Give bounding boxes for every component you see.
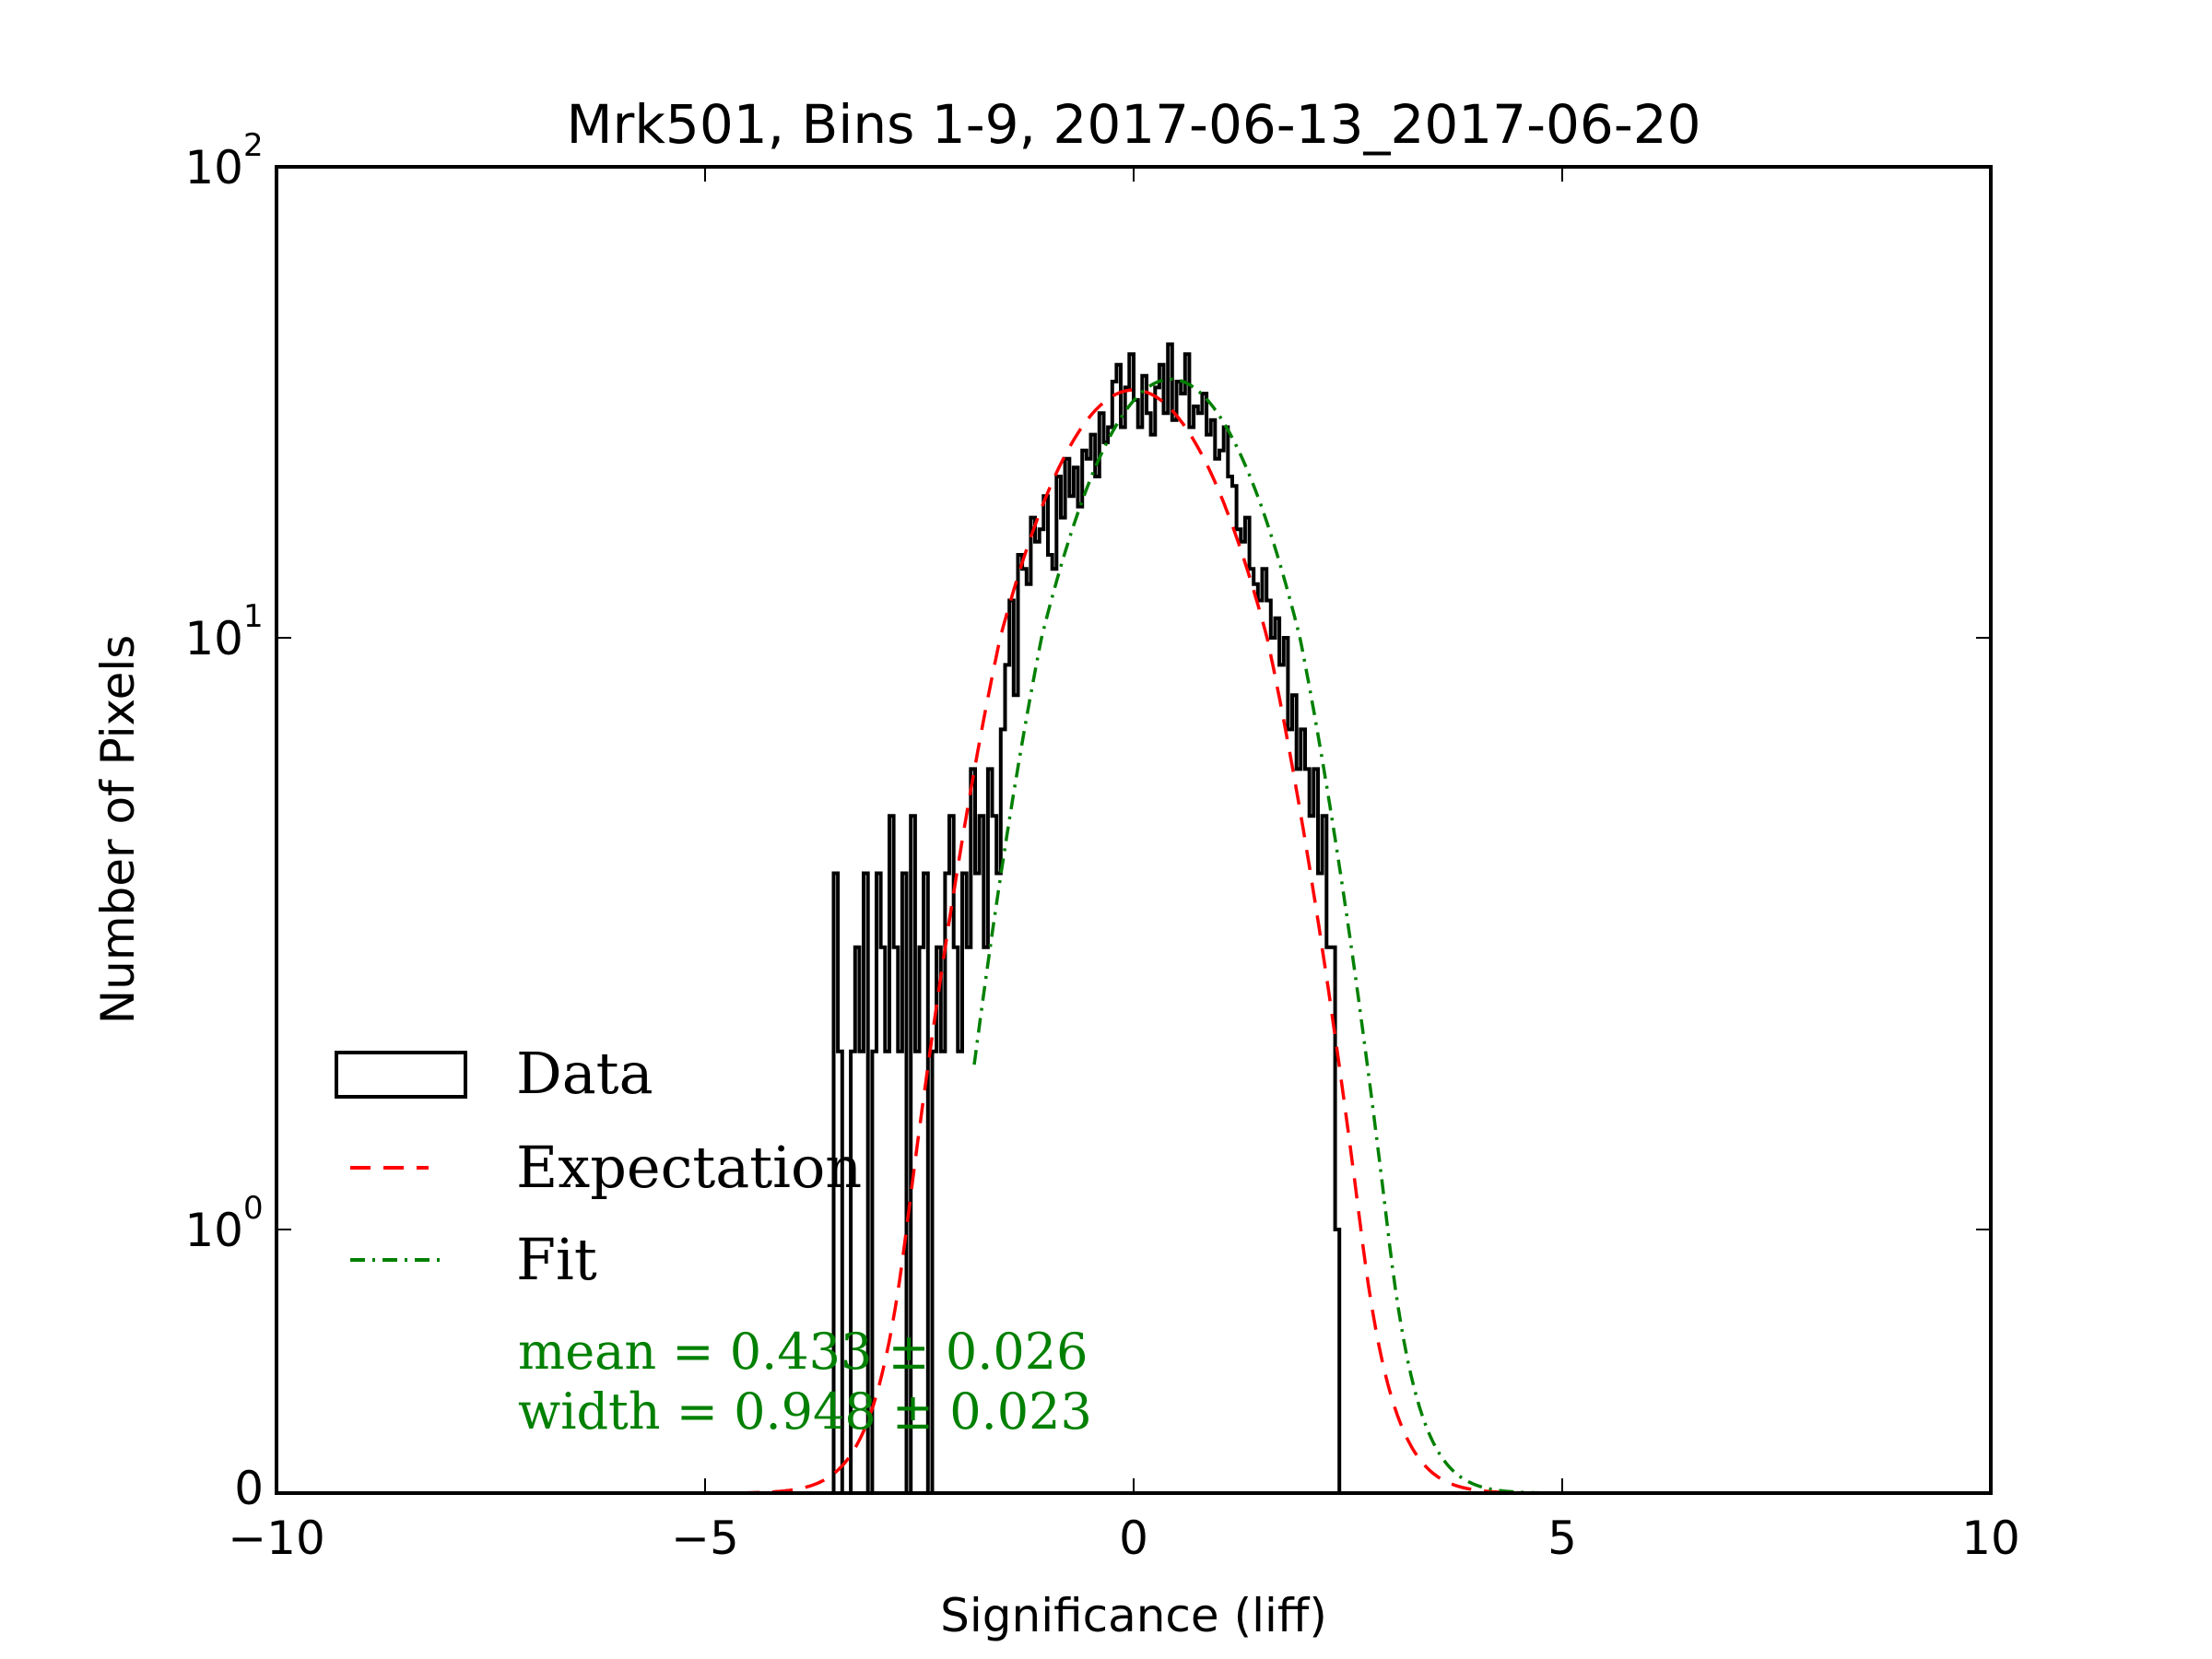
y-tick-exponent: 2 [243, 127, 264, 164]
x-tick-label: 5 [1547, 1512, 1577, 1565]
legend-entry-data: Data [335, 1040, 653, 1107]
legend-entry-fit: Fit [350, 1226, 597, 1293]
fit-curve [972, 377, 1546, 1493]
y-tick-label: 10 [184, 1204, 243, 1257]
y-tick-label: 0 [234, 1462, 264, 1515]
legend-entry-expectation: Expectation [350, 1134, 862, 1201]
legend-swatch-data [335, 1051, 467, 1099]
y-axis-label: Number of Pixels [91, 635, 145, 1025]
x-axis-label: Significance (liff) [940, 1589, 1327, 1642]
x-tick-label: −10 [228, 1512, 325, 1565]
chart-title: Mrk501, Bins 1-9, 2017-06-13_2017-06-20 [566, 93, 1700, 156]
legend-label-expectation: Expectation [516, 1134, 862, 1201]
data-histogram [831, 342, 1342, 1493]
fit-width-annotation: width = 0.948 ± 0.023 [518, 1382, 1092, 1441]
legend-label-fit: Fit [516, 1226, 597, 1293]
fit-mean-annotation: mean = 0.433 ± 0.026 [518, 1323, 1088, 1381]
y-tick-exponent: 1 [243, 598, 264, 635]
y-tick-label: 10 [184, 612, 243, 665]
y-tick-label: 10 [184, 141, 243, 194]
expectation-curve [739, 388, 1528, 1493]
x-tick-label: 10 [1961, 1512, 2020, 1565]
x-tick-label: 0 [1119, 1512, 1148, 1565]
y-tick-exponent: 0 [243, 1190, 264, 1227]
legend-label-data: Data [516, 1040, 653, 1107]
x-tick-label: −5 [671, 1512, 739, 1565]
legend: Data Expectation Fit [335, 1040, 862, 1293]
